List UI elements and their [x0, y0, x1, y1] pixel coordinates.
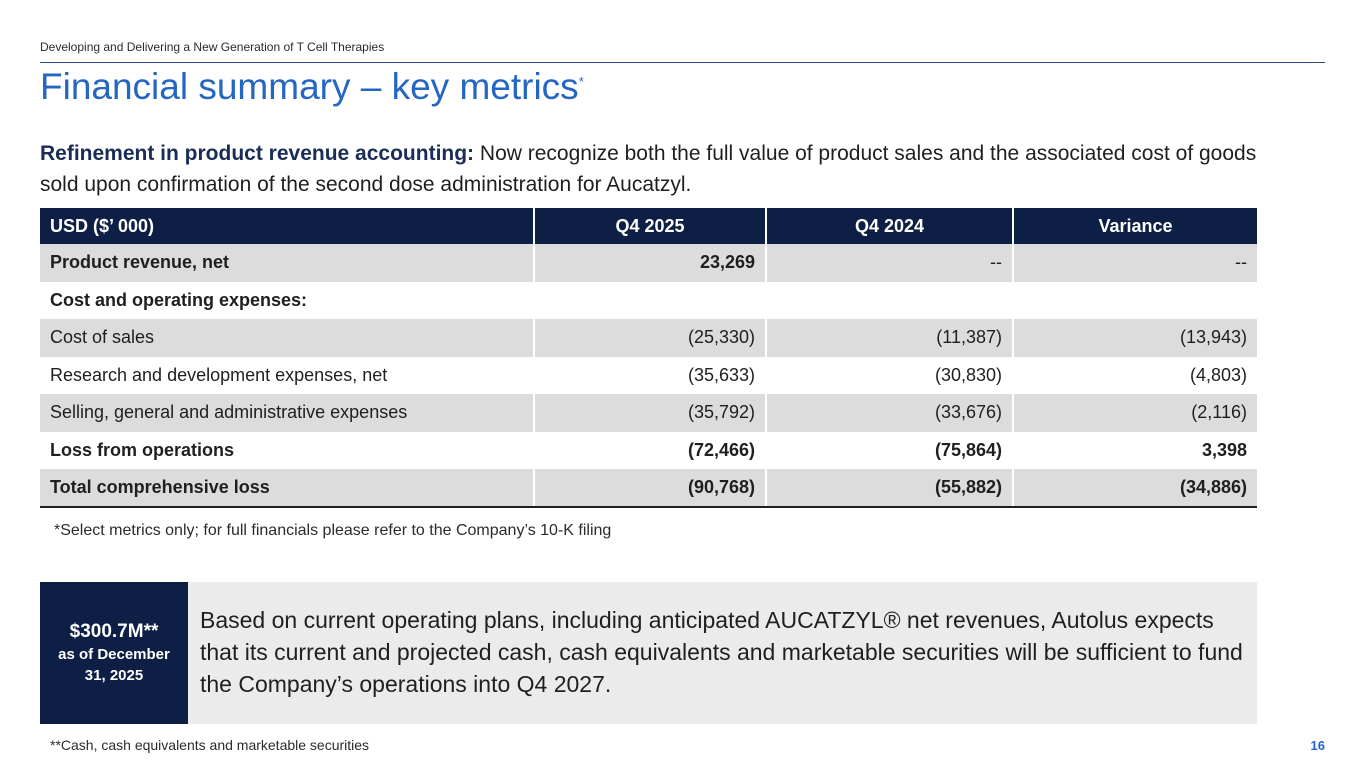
table-cell: (35,633)	[533, 356, 766, 394]
slide-title: Financial summary – key metrics*	[40, 66, 584, 108]
table-cell: Cost of sales	[40, 319, 534, 357]
row-cost-operating-header: Cost and operating expenses:	[40, 281, 1257, 319]
row-cost-of-sales: Cost of sales (25,330) (11,387) (13,943)	[40, 319, 1257, 357]
table-cell: (55,882)	[765, 469, 1013, 508]
table-cell: 23,269	[533, 244, 766, 282]
cash-as-of-date: as of December 31, 2025	[58, 646, 170, 684]
col-header-q4-2024: Q4 2024	[765, 208, 1013, 244]
col-header-variance: Variance	[1012, 208, 1257, 244]
table-cell: Total comprehensive loss	[40, 469, 534, 508]
table-cell: (75,864)	[765, 431, 1013, 469]
intro-paragraph: Refinement in product revenue accounting…	[40, 138, 1270, 200]
table-cell: (34,886)	[1012, 469, 1257, 508]
table-cell: (25,330)	[533, 319, 766, 357]
table-cell: (11,387)	[765, 319, 1013, 357]
table-cell	[1012, 281, 1257, 319]
table-cell	[765, 281, 1013, 319]
table-cell: --	[765, 244, 1013, 282]
table-header-row: USD ($’ 000) Q4 2025 Q4 2024 Variance	[40, 208, 1257, 244]
financial-summary-table: USD ($’ 000) Q4 2025 Q4 2024 Variance Pr…	[40, 208, 1257, 508]
page-number: 16	[1310, 738, 1325, 753]
row-product-revenue: Product revenue, net 23,269 -- --	[40, 244, 1257, 282]
cash-runway-statement: Based on current operating plans, includ…	[188, 582, 1257, 724]
table-cell: Selling, general and administrative expe…	[40, 394, 534, 432]
row-total-comprehensive-loss: Total comprehensive loss (90,768) (55,88…	[40, 469, 1257, 508]
table-cell	[533, 281, 766, 319]
table-cell: (33,676)	[765, 394, 1013, 432]
slide-tagline: Developing and Delivering a New Generati…	[40, 40, 385, 54]
table-cell: (30,830)	[765, 356, 1013, 394]
col-header-q4-2025: Q4 2025	[533, 208, 766, 244]
title-footnote-mark: *	[578, 74, 584, 89]
table-cell: 3,398	[1012, 431, 1257, 469]
table-cell: (90,768)	[533, 469, 766, 508]
row-loss-from-operations: Loss from operations (72,466) (75,864) 3…	[40, 431, 1257, 469]
table-cell: Loss from operations	[50, 439, 235, 460]
table-cell: (72,466)	[533, 431, 766, 469]
table-cell: (35,792)	[533, 394, 766, 432]
row-sga-expenses: Selling, general and administrative expe…	[40, 394, 1257, 432]
intro-text: Now recognize both the full value of pro…	[40, 142, 1257, 196]
table-cell: (4,803)	[1012, 356, 1257, 394]
table-cell: (2,116)	[1012, 394, 1257, 432]
table-cell: Cost and operating expenses:	[50, 289, 308, 310]
row-research-development: Research and development expenses, net (…	[40, 356, 1257, 394]
table-cell: --	[1012, 244, 1257, 282]
cash-position-box: $300.7M** as of December 31, 2025	[40, 582, 188, 724]
cash-amount: $300.7M**	[69, 621, 159, 642]
intro-lead: Refinement in product revenue accounting…	[40, 142, 475, 165]
slide-title-text: Financial summary – key metrics	[40, 66, 579, 107]
table-cell: (13,943)	[1012, 319, 1257, 357]
header-divider	[40, 62, 1325, 63]
col-header-metric: USD ($’ 000)	[40, 208, 534, 244]
table-cell: Research and development expenses, net	[50, 364, 388, 385]
metrics-footnote: *Select metrics only; for full financial…	[54, 522, 612, 539]
cash-footnote: **Cash, cash equivalents and marketable …	[50, 737, 370, 753]
table-cell: Product revenue, net	[40, 244, 534, 282]
